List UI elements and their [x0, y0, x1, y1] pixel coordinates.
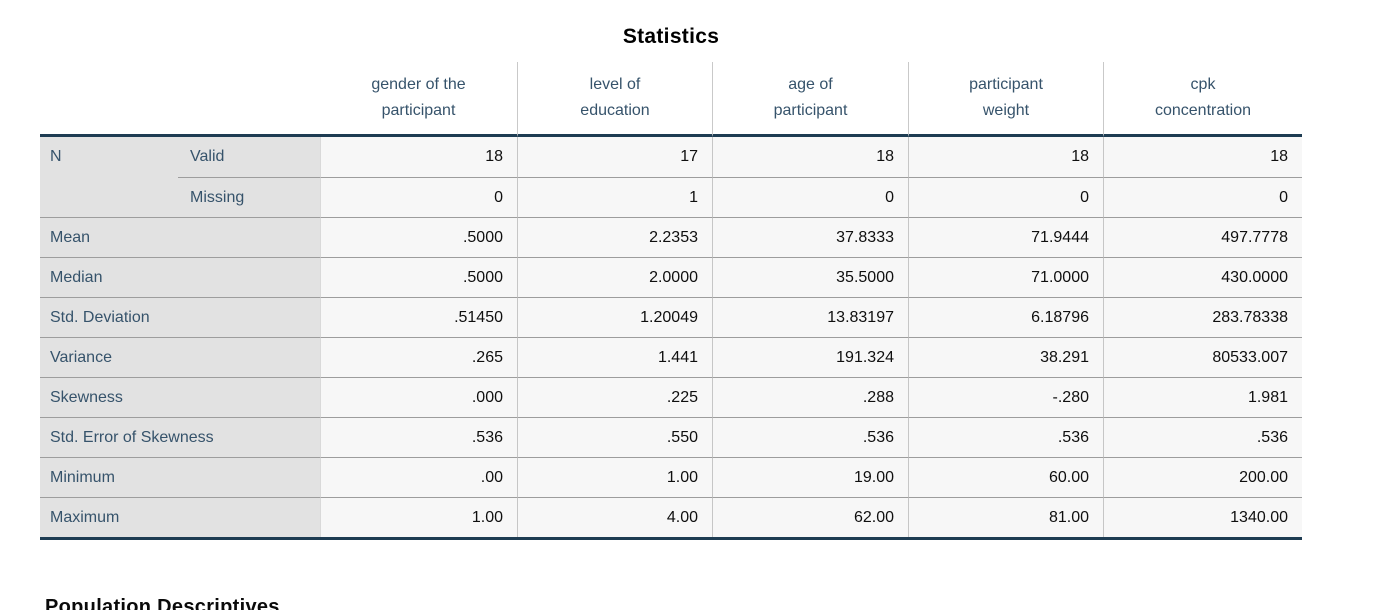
- row-label: Maximum: [40, 497, 320, 537]
- column-header-education: level of education: [517, 62, 712, 137]
- table-title: Statistics: [622, 25, 720, 48]
- column-header-line: age of: [788, 76, 833, 93]
- column-header-line: gender of the: [371, 76, 466, 93]
- table-cell: 18: [908, 137, 1103, 177]
- table-cell: 1.20049: [517, 297, 712, 337]
- table-cell: .288: [712, 377, 908, 417]
- row-label: Minimum: [40, 457, 320, 497]
- table-cell: 71.0000: [908, 257, 1103, 297]
- table-cell: .536: [908, 417, 1103, 457]
- table-cell: .5000: [320, 217, 517, 257]
- table-cell: 81.00: [908, 497, 1103, 537]
- row-label: Median: [40, 257, 320, 297]
- table-cell: .536: [712, 417, 908, 457]
- table-cell: 1.981: [1103, 377, 1302, 417]
- column-header-line: concentration: [1154, 102, 1252, 119]
- table-cell: 38.291: [908, 337, 1103, 377]
- table-cell: 37.8333: [712, 217, 908, 257]
- table-cell: 80533.007: [1103, 337, 1302, 377]
- table-cell: 18: [1103, 137, 1302, 177]
- column-header-line: education: [580, 102, 650, 119]
- table-cell: 191.324: [712, 337, 908, 377]
- column-header-gender: gender of the participant: [320, 62, 517, 137]
- column-header-cpk: cpk concentration: [1103, 62, 1302, 137]
- table-cell: 1.00: [320, 497, 517, 537]
- table-cell: .536: [320, 417, 517, 457]
- table-cell: 2.0000: [517, 257, 712, 297]
- row-label: [40, 177, 178, 217]
- table-cell: 1.00: [517, 457, 712, 497]
- table-cell: 4.00: [517, 497, 712, 537]
- row-label: Skewness: [40, 377, 320, 417]
- table-cell: 1340.00: [1103, 497, 1302, 537]
- table-cell: 18: [712, 137, 908, 177]
- table-cell: 0: [1103, 177, 1302, 217]
- row-label: N: [40, 137, 178, 177]
- column-header-weight: participant weight: [908, 62, 1103, 137]
- table-cell: 430.0000: [1103, 257, 1302, 297]
- table-cell: .51450: [320, 297, 517, 337]
- table-cell: 62.00: [712, 497, 908, 537]
- table-cell: 60.00: [908, 457, 1103, 497]
- row-label: Mean: [40, 217, 320, 257]
- table-cell: 1: [517, 177, 712, 217]
- table-cell: 200.00: [1103, 457, 1302, 497]
- row-sublabel: Missing: [178, 177, 320, 217]
- table-cell: 19.00: [712, 457, 908, 497]
- table-cell: 2.2353: [517, 217, 712, 257]
- row-label: Std. Error of Skewness: [40, 417, 320, 457]
- table-cell: 71.9444: [908, 217, 1103, 257]
- column-header-line: cpk: [1190, 76, 1216, 93]
- row-label: Std. Deviation: [40, 297, 320, 337]
- table-cell: .550: [517, 417, 712, 457]
- table-cell: 497.7778: [1103, 217, 1302, 257]
- table-cell: 35.5000: [712, 257, 908, 297]
- table-cell: .265: [320, 337, 517, 377]
- table-cell: .225: [517, 377, 712, 417]
- row-sublabel: Valid: [178, 137, 320, 177]
- column-header-line: participant: [773, 102, 848, 119]
- table-cell: .536: [1103, 417, 1302, 457]
- table-cell: 13.83197: [712, 297, 908, 337]
- column-header-line: weight: [982, 102, 1030, 119]
- table-cell: 0: [712, 177, 908, 217]
- table-cell: -.280: [908, 377, 1103, 417]
- table-cell: 1.441: [517, 337, 712, 377]
- column-header-line: participant: [969, 76, 1043, 93]
- table-cell: 6.18796: [908, 297, 1103, 337]
- table-cell: .5000: [320, 257, 517, 297]
- table-cell: 17: [517, 137, 712, 177]
- table-cell: 18: [320, 137, 517, 177]
- row-label: Variance: [40, 337, 320, 377]
- next-section-heading: Population Descriptives: [45, 596, 280, 610]
- table-cell: 0: [320, 177, 517, 217]
- column-header-line: level of: [589, 76, 641, 93]
- table-cell: .000: [320, 377, 517, 417]
- statistics-table[interactable]: gender of the participant level of educa…: [40, 62, 1302, 540]
- header-stub-cell: [40, 62, 320, 137]
- table-cell: .00: [320, 457, 517, 497]
- column-header-line: participant: [381, 102, 456, 119]
- table-cell: 283.78338: [1103, 297, 1302, 337]
- table-cell: 0: [908, 177, 1103, 217]
- column-header-age: age of participant: [712, 62, 908, 137]
